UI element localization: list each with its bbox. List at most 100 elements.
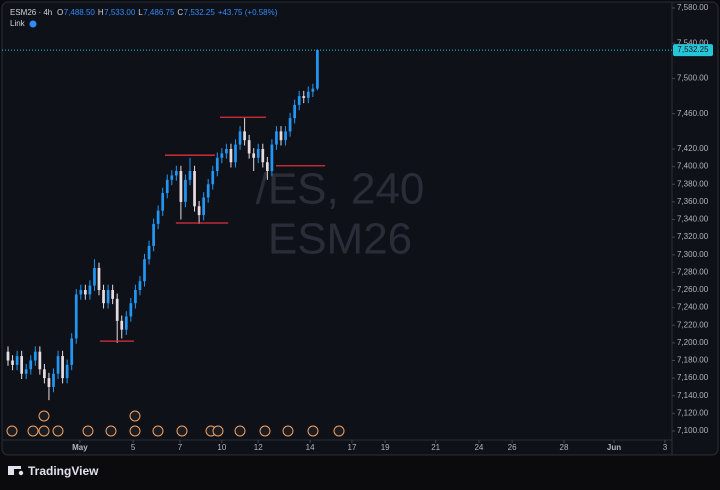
candle-body [202,197,206,216]
y-tick-label: 7,120.00 [677,408,709,417]
ohlc-key: L [138,8,143,17]
candle-body [311,88,315,92]
x-tick-label: 5 [131,443,136,452]
ohlc-value: 7,532.25 [184,8,216,17]
candle-body [29,360,33,370]
candle-body [11,360,14,365]
candle-body [174,171,178,176]
y-tick-label: 7,540.00 [677,38,709,47]
candle-body [143,259,146,282]
candle-body [170,175,174,180]
event-icon [82,425,94,437]
candle-body [129,303,133,317]
watermark: /ES, 240 [256,165,425,214]
candle-body [252,153,256,158]
event-icon [176,425,188,437]
candle-body [316,50,319,89]
candle-body [93,267,96,286]
candle-body [275,131,278,145]
event-icon [212,425,224,437]
legend-header: ESM26 · 4h Link O 7,488.50 H 7,533.00 L 7,486… [10,8,278,28]
y-tick-label: 7,220.00 [677,320,709,329]
candle-body [20,356,24,374]
candle-body [220,153,224,158]
candle-body [247,140,251,154]
candle-body [211,171,215,185]
ohlc-key: C [177,8,183,17]
candle-body [38,351,42,370]
last-price-tag [673,44,713,57]
candle-body [193,171,196,207]
candle-body [24,369,28,374]
link-dot[interactable] [29,20,37,28]
candle-body [184,179,187,202]
candle-body [197,206,201,216]
candle-body [156,210,160,224]
y-tick-label: 7,280.00 [677,267,709,276]
y-tick-label: 7,180.00 [677,356,709,365]
candle-body [161,193,165,211]
y-tick-label: 7,200.00 [677,338,709,347]
candle-body [124,316,128,330]
candle-body [106,290,110,304]
logo-mark [18,470,24,476]
link-label[interactable]: Link [10,19,26,28]
logo-mark [8,466,14,475]
candle-body [134,290,137,304]
candle-body [265,162,269,172]
ohlc-key: O [57,8,63,17]
y-tick-label: 7,580.00 [677,3,709,12]
candle-body [83,290,87,295]
x-tick-label: Jun [607,443,621,452]
ohlc-value: 7,486.75 [143,8,175,17]
brand: TradingView [8,464,99,478]
candle-body [52,373,55,387]
candle-body [279,131,283,141]
symbol: ESM26 · 4h [10,8,52,17]
candle-body [261,149,265,163]
y-tick-label: 7,500.00 [677,74,709,83]
candle-body [33,351,37,361]
y-tick-label: 7,340.00 [677,215,709,224]
x-tick-label: 12 [254,443,263,452]
last-price-label: 7,532.25 [677,45,709,54]
candle-body [225,149,228,154]
y-tick-label: 7,240.00 [677,303,709,312]
event-icon [129,410,141,422]
candle-body [256,149,260,158]
candle-body [79,290,83,295]
candle-body [284,131,287,141]
candle-body [115,298,119,321]
logo-mark [12,466,21,469]
x-tick-label: 10 [217,443,226,452]
x-tick-label: 24 [474,443,483,452]
event-icon [52,425,64,437]
event-icon [152,425,164,437]
candle-body [165,179,169,194]
event-icon [307,425,319,437]
ohlc-value: 7,488.50 [64,8,96,17]
x-tick-label: 7 [178,443,183,452]
candle-body [234,144,237,163]
event-icon [333,425,345,437]
candle-body [215,157,219,172]
watermark: ESM26 [268,215,412,264]
x-tick-label: May [72,443,88,452]
y-tick-label: 7,260.00 [677,285,709,294]
candle-body [61,356,64,379]
candle-body [43,369,46,379]
candle-body [6,351,10,361]
ohlc-key: H [98,8,104,17]
event-icon [105,425,117,437]
y-tick-label: 7,420.00 [677,144,709,153]
candle-body [293,104,297,119]
y-tick-label: 7,360.00 [677,197,709,206]
event-icon [259,425,271,437]
candle-body [65,364,69,379]
candle-body [243,131,246,141]
event-icon [6,425,18,437]
event-icon [38,425,50,437]
candle-body [138,281,142,290]
candle-body [297,96,301,105]
